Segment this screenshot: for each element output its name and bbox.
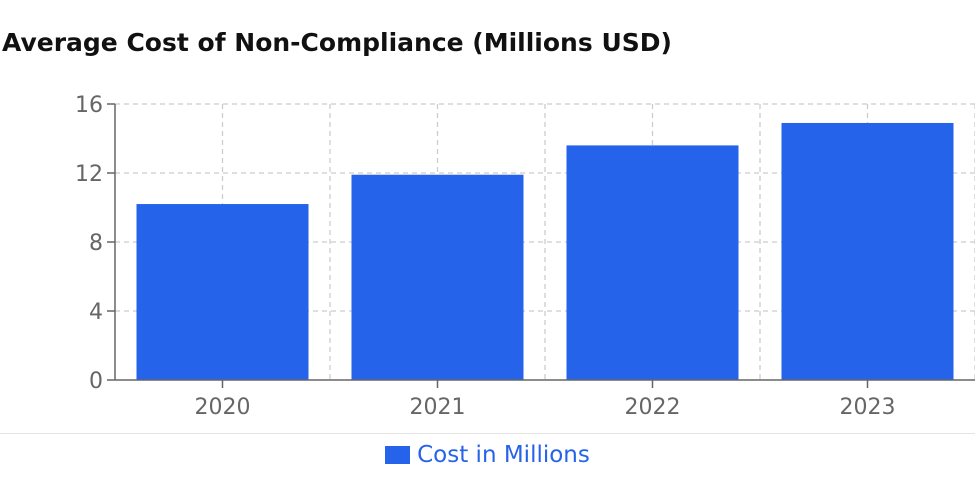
bar-2022[interactable] [566, 145, 739, 380]
bar-2021[interactable] [351, 174, 524, 380]
x-tick-label: 2021 [410, 395, 466, 420]
legend-item-cost[interactable]: Cost in Millions [385, 442, 590, 468]
y-tick-label: 8 [89, 231, 103, 256]
y-tick-label: 12 [75, 162, 103, 187]
bar-2023[interactable] [781, 122, 954, 380]
x-tick-label: 2020 [195, 395, 251, 420]
x-tick-label: 2022 [625, 395, 681, 420]
chart-title: Average Cost of Non-Compliance (Millions… [2, 28, 672, 57]
y-tick-label: 4 [89, 300, 103, 325]
axes [107, 103, 975, 388]
tick-labels: 0 4 8 12 16 2020 2021 2022 2023 [75, 93, 896, 420]
y-tick-label: 0 [89, 369, 103, 394]
y-tick-label: 16 [75, 93, 103, 118]
bar-2020[interactable] [136, 204, 309, 380]
legend-label: Cost in Millions [417, 442, 590, 468]
x-tick-label: 2023 [840, 395, 896, 420]
legend: Cost in Millions [0, 440, 975, 470]
legend-divider [0, 433, 975, 434]
bars [136, 122, 954, 380]
legend-swatch [385, 446, 411, 464]
chart-plot: 0 4 8 12 16 2020 2021 2022 2023 [75, 93, 975, 420]
